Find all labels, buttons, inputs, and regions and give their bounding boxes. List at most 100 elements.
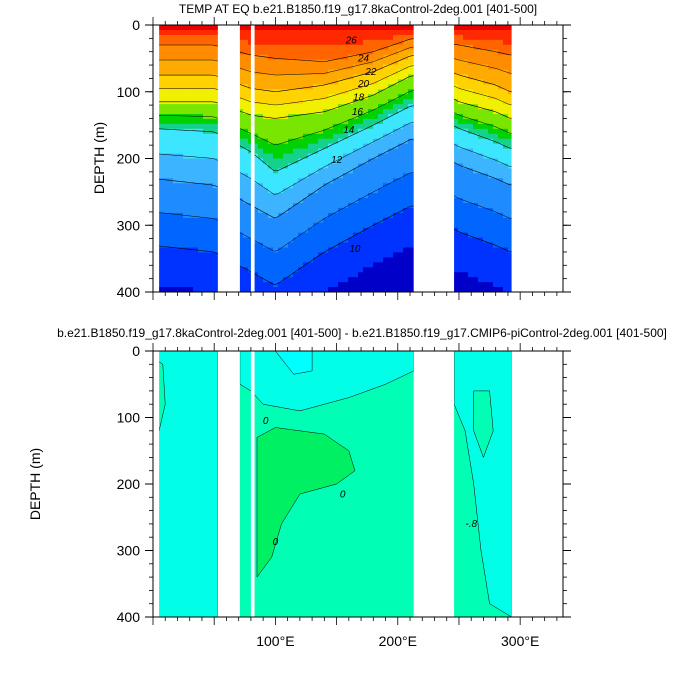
temperature-cell	[373, 173, 379, 179]
temperature-cell	[368, 207, 374, 214]
temperature-cell	[278, 287, 284, 292]
temperature-cell	[468, 109, 474, 115]
temperature-cell	[213, 59, 219, 66]
temperature-cell	[253, 203, 259, 209]
temperature-cell	[178, 257, 184, 263]
temperature-cell	[403, 252, 409, 258]
temperature-cell	[478, 153, 484, 160]
temperature-cell	[368, 104, 374, 110]
temperature-cell	[198, 133, 204, 140]
temperature-cell	[263, 193, 269, 199]
temperature-cell	[298, 203, 304, 209]
difference-region-east-inner	[473, 390, 494, 459]
temperature-cell	[238, 287, 244, 292]
temperature-cell	[473, 79, 479, 85]
temperature-cell	[488, 242, 494, 249]
temperature-cell	[393, 89, 399, 95]
temperature-cell	[338, 282, 344, 288]
temperature-cell	[318, 207, 324, 214]
temperature-cell	[473, 178, 479, 184]
temperature-cell	[278, 114, 284, 120]
temperature-cell	[483, 267, 489, 273]
temperature-cell	[498, 193, 504, 199]
temperature-cell	[313, 74, 319, 80]
temperature-cell	[258, 222, 264, 229]
temperature-cell	[453, 178, 459, 184]
temperature-cell	[193, 282, 199, 288]
temperature-cell	[388, 153, 394, 160]
bottom-x-tick-label: 200°E	[379, 633, 417, 649]
temperature-cell	[198, 153, 204, 160]
temperature-cell	[353, 272, 359, 278]
temperature-cell	[508, 118, 514, 125]
temperature-cell	[253, 183, 259, 189]
temperature-cell	[388, 173, 394, 179]
temperature-cell	[258, 158, 264, 165]
temperature-cell	[338, 272, 344, 278]
temperature-cell	[488, 89, 494, 95]
temperature-cell	[303, 49, 309, 56]
temperature-cell	[193, 109, 199, 115]
temperature-cell	[258, 29, 264, 36]
temperature-cell	[318, 99, 324, 105]
temperature-cell	[343, 227, 349, 234]
temperature-cell	[283, 128, 289, 135]
temperature-cell	[208, 49, 214, 56]
temperature-cell	[298, 29, 304, 36]
temperature-cell	[488, 25, 494, 31]
temperature-cell	[473, 232, 479, 239]
temperature-cell	[358, 143, 364, 150]
temperature-cell	[348, 114, 354, 120]
temperature-cell	[273, 69, 279, 76]
temperature-cell	[388, 262, 394, 268]
temperature-cell	[453, 148, 459, 155]
temperature-cell	[468, 49, 474, 56]
temperature-cell	[193, 198, 199, 204]
temperature-cell	[498, 242, 504, 249]
temperature-cell	[473, 158, 479, 165]
temperature-cell	[333, 282, 339, 288]
temperature-cell	[483, 29, 489, 36]
temperature-cell	[493, 25, 499, 31]
temperature-cell	[258, 153, 264, 160]
temperature-cell	[463, 39, 469, 46]
top-y-tick-label: 300	[117, 217, 141, 233]
temperature-cell	[478, 252, 484, 258]
temperature-cell	[363, 123, 369, 130]
temperature-cell	[263, 168, 269, 174]
temperature-cell	[278, 257, 284, 263]
temperature-cell	[483, 178, 489, 184]
temperature-cell	[388, 217, 394, 224]
top-y-tick-label: 0	[132, 17, 140, 33]
temperature-cell	[208, 118, 214, 125]
top-contour-plot: 26242220181614121014	[153, 25, 563, 292]
temperature-cell	[473, 282, 479, 288]
temperature-cell	[343, 277, 349, 283]
temperature-cell	[263, 227, 269, 234]
temperature-cell	[198, 94, 204, 100]
temperature-cell	[503, 277, 509, 283]
temperature-cell	[478, 148, 484, 155]
temperature-cell	[283, 267, 289, 273]
temperature-cell	[373, 212, 379, 219]
temperature-cell	[483, 222, 489, 229]
temperature-cell	[198, 193, 204, 199]
temperature-cell	[278, 247, 284, 254]
temperature-cell	[263, 64, 269, 71]
temperature-cell	[348, 158, 354, 165]
temperature-cell	[243, 232, 249, 239]
temperature-cell	[278, 148, 284, 155]
temperature-cell	[373, 104, 379, 110]
temperature-cell	[313, 203, 319, 209]
temperature-cell	[263, 183, 269, 189]
temperature-cell	[268, 217, 274, 224]
temperature-cell	[198, 188, 204, 194]
temperature-cell	[248, 207, 254, 214]
temperature-cell	[278, 183, 284, 189]
temperature-cell	[208, 262, 214, 268]
temperature-cell	[343, 114, 349, 120]
temperature-cell	[268, 89, 274, 95]
temperature-cell	[323, 212, 329, 219]
temperature-cell	[298, 247, 304, 254]
temperature-cell	[238, 69, 244, 76]
